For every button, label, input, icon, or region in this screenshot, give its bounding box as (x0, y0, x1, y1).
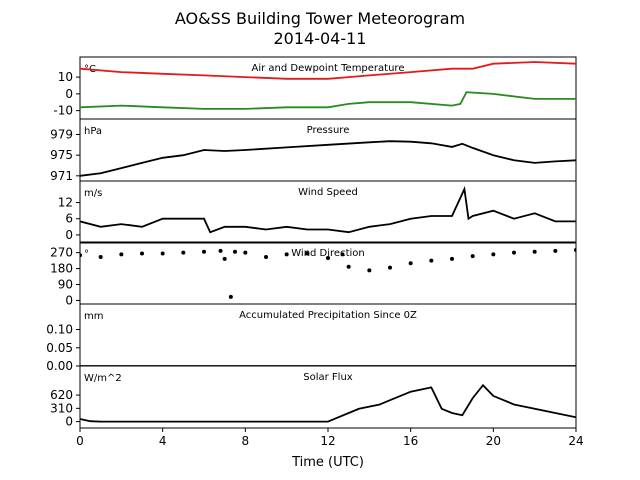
y-tick-label: 620 (50, 388, 73, 402)
data-point (388, 265, 392, 270)
data-point (222, 256, 227, 261)
figure-title: AO&SS Building Tower Meteorogram (175, 9, 465, 28)
data-point (532, 249, 537, 254)
pressure-panel: 979 975 971 hPa Pressure (50, 118, 577, 183)
data-point (574, 247, 576, 252)
data-point (243, 250, 248, 255)
data-point (429, 258, 434, 263)
data-point (119, 252, 124, 257)
x-tick-label: 12 (320, 434, 335, 448)
data-point (80, 253, 82, 258)
y-tick-label: 180 (50, 262, 73, 276)
y-tick-label: 0 (65, 415, 73, 429)
panel-frame (79, 180, 577, 244)
series-line-dewpoint (80, 91, 576, 110)
data-point (233, 249, 237, 254)
precipitation-panel: 0.10 0.05 0.00 mm Accumulated Precipitation … (46, 303, 577, 373)
data-point (491, 252, 496, 257)
y-tick-label: 0.00 (46, 359, 73, 373)
x-axis: 0 4 8 12 16 20 24 (76, 428, 584, 448)
panel-title: Wind Speed (298, 187, 358, 198)
panel-unit: ° (84, 249, 89, 260)
data-point (140, 251, 144, 256)
panel-unit: hPa (84, 126, 102, 137)
series-line-line (80, 383, 576, 423)
wind-speed-panel: 12 6 0 m/s Wind Speed (58, 180, 577, 244)
y-tick-label: 0 (65, 228, 73, 242)
panel-unit: mm (84, 311, 103, 322)
figure-date: 2014-04-11 (274, 29, 367, 48)
data-point (218, 248, 223, 253)
y-tick-label: 12 (58, 196, 73, 210)
series-line-temperature (80, 61, 576, 80)
panel-title: Air and Dewpoint Temperature (252, 63, 405, 74)
y-tick-label: 6 (65, 212, 73, 226)
temperature-panel: 100-10°C Air and Dewpoint Temperature (53, 56, 577, 120)
data-point (284, 252, 289, 257)
x-tick-label: 4 (159, 434, 167, 448)
series-line-line (80, 140, 576, 177)
y-tick-label: 270 (50, 246, 73, 260)
wind-direction-panel: 270 180 900 ° Wind Direction (50, 241, 577, 307)
y-tick-label: 971 (50, 169, 73, 183)
data-point (512, 250, 516, 255)
panels: 100-10°C Air and Dewpoint Temperature9799… (46, 56, 577, 429)
x-tick-label: 24 (568, 434, 583, 448)
x-tick-label: 8 (242, 434, 250, 448)
x-tick-label: 0 (76, 434, 84, 448)
x-tick-label: 16 (403, 434, 418, 448)
panel-unit: m/s (84, 188, 102, 199)
panel-title: Wind Direction (291, 248, 365, 259)
data-point (228, 294, 233, 299)
y-tick-label: 90 (58, 278, 73, 292)
y-tick-label: 0.05 (46, 341, 73, 355)
data-point (340, 252, 345, 257)
panel-unit: W/m^2 (84, 373, 122, 384)
data-point (346, 264, 351, 269)
x-tick-label: 20 (486, 434, 501, 448)
y-tick-label: 979 (50, 128, 73, 142)
y-tick-label: 0 (65, 293, 73, 307)
y-tick-label: 0.10 (46, 323, 73, 337)
series-0 (80, 247, 576, 299)
series-line-line (80, 185, 576, 234)
panel-title: Accumulated Precipitation Since 0Z (239, 310, 417, 321)
data-point (367, 268, 372, 273)
data-point (202, 249, 206, 254)
data-point (553, 248, 558, 253)
x-axis-label: Time (UTC) (291, 455, 364, 470)
y-tick-label: 310 (50, 401, 73, 415)
data-point (450, 256, 454, 261)
data-point (408, 261, 413, 266)
panel-title: Pressure (307, 125, 350, 136)
panel-title: Solar Flux (303, 372, 353, 383)
data-point (264, 255, 268, 260)
data-point (470, 254, 475, 259)
y-tick-label: 10 (58, 70, 73, 84)
data-point (181, 250, 186, 255)
y-tick-label: 0 (65, 87, 73, 101)
y-tick-label: 975 (50, 148, 73, 162)
data-point (305, 251, 310, 256)
data-point (160, 251, 165, 256)
y-tick-label: -10 (53, 104, 73, 118)
data-point (326, 255, 330, 260)
data-point (98, 255, 103, 260)
